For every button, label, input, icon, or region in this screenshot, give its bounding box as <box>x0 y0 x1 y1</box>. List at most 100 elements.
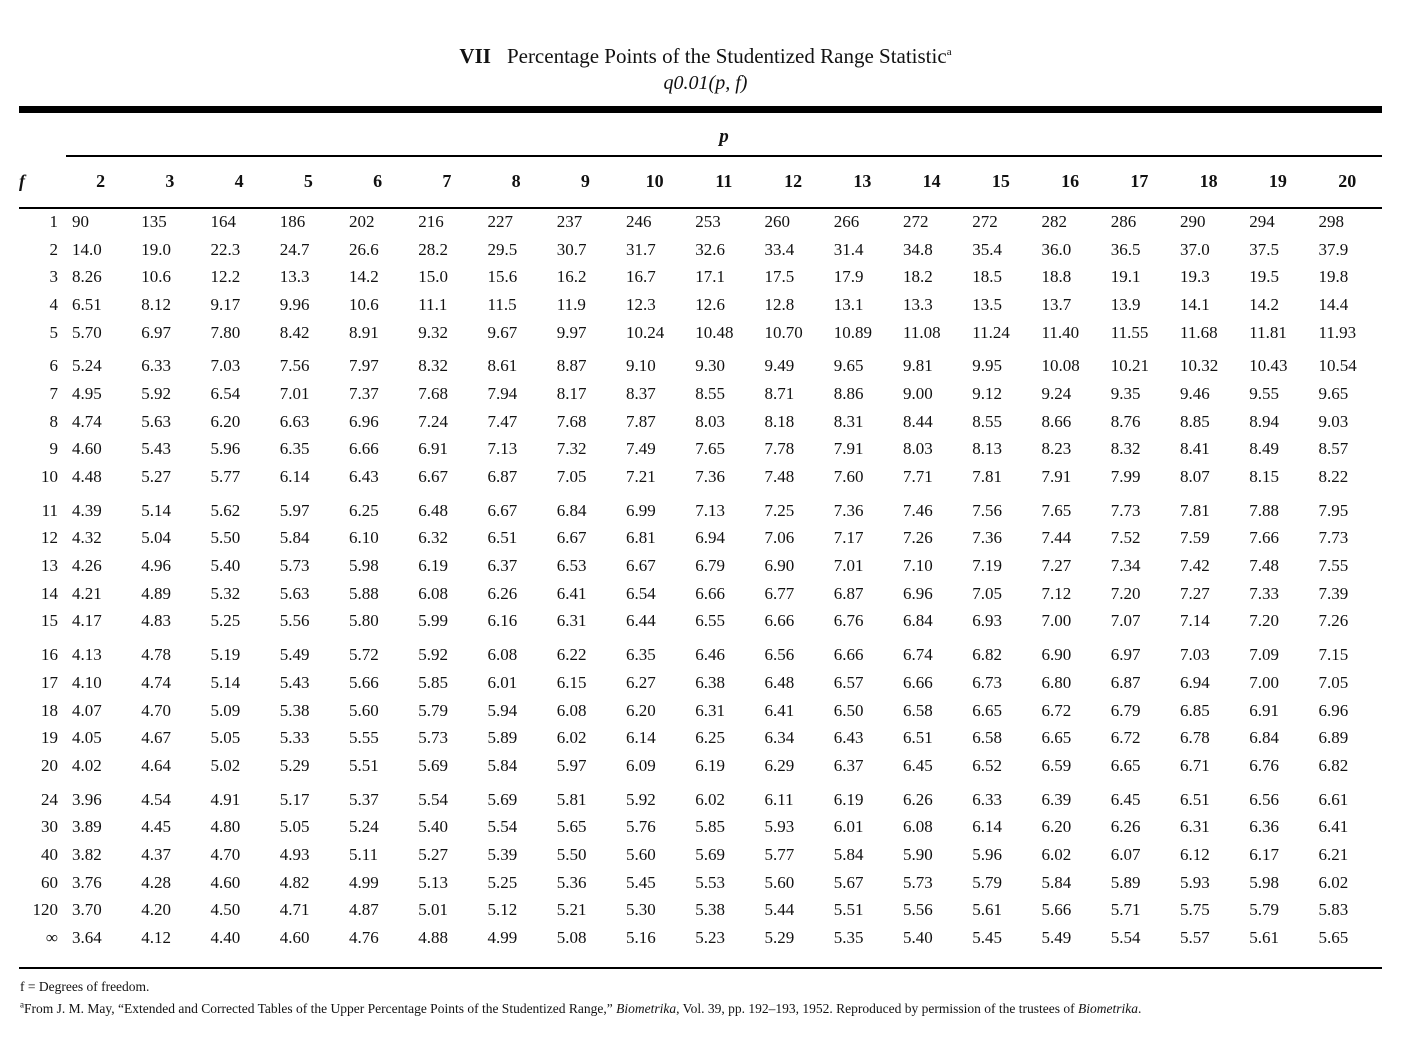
table-cell: 5.14 <box>210 672 241 692</box>
table-cell: 5.65 <box>556 817 587 837</box>
table-cell: 19.1 <box>1110 267 1141 287</box>
table-cell: 6.97 <box>1110 645 1141 665</box>
table-cell: 15.0 <box>418 267 448 287</box>
table-cell: 6.54 <box>626 583 656 603</box>
table-cell: 16.7 <box>626 267 656 287</box>
table-cell: 7.33 <box>1249 583 1279 603</box>
table-cell: 6.91 <box>418 439 448 459</box>
table-cell: 3.96 <box>72 789 102 809</box>
table-cell: 5.81 <box>556 789 587 809</box>
table-cell: 4.82 <box>279 872 310 892</box>
table-cell: 5.54 <box>418 789 448 809</box>
table-cell: 5.71 <box>1110 900 1141 920</box>
table-cell: 6.51 <box>1180 789 1210 809</box>
table-cell: 6.26 <box>1110 817 1141 837</box>
table-cell: 5.79 <box>972 872 1002 892</box>
table-cell: 5.79 <box>418 700 448 720</box>
table-cell: 4.40 <box>210 928 241 948</box>
table-cell: 7.20 <box>1249 611 1279 631</box>
table-cell: 7.24 <box>418 411 448 431</box>
table-cell: 6.84 <box>903 611 933 631</box>
row-f-value: ∞ <box>45 928 58 948</box>
table-cell: 3.89 <box>72 817 102 837</box>
table-cell: 186 <box>279 211 306 231</box>
table-cell: 5.92 <box>418 645 448 665</box>
table-cell: 6.11 <box>764 789 794 809</box>
table-row: 24 3.96 4.54 4.91 5.17 5.37 5.54 5.69 5.81 5.92 6.… <box>19 780 1382 814</box>
table-cell: 4.07 <box>72 700 102 720</box>
table-cell: 9.10 <box>626 356 656 376</box>
table-row: 11 4.39 5.14 5.62 5.97 6.25 6.48 6.67 6.84 6.99 7.… <box>19 491 1382 525</box>
table-cell: 6.35 <box>279 439 310 459</box>
table-cell: 9.46 <box>1180 383 1210 403</box>
table-cell: 7.66 <box>1249 528 1279 548</box>
table-cell: 7.88 <box>1249 500 1279 520</box>
table-cell: 6.38 <box>695 672 725 692</box>
table-cell: 272 <box>972 211 998 231</box>
table-cell: 11.08 <box>903 322 941 342</box>
table-cell: 8.66 <box>1041 411 1072 431</box>
table-cell: 5.56 <box>903 900 933 920</box>
table-cell: 6.65 <box>972 700 1002 720</box>
table-cell: 7.87 <box>626 411 656 431</box>
table-cell: 7.27 <box>1041 556 1072 576</box>
table-cell: 5.32 <box>210 583 241 603</box>
table-cell: 5.55 <box>349 728 379 748</box>
table-cell: 5.49 <box>1041 928 1072 948</box>
table-cell: 4.96 <box>141 556 171 576</box>
source-journal: Biometrika <box>616 1001 677 1016</box>
table-cell: 37.9 <box>1318 239 1349 259</box>
table-cell: 18.8 <box>1041 267 1072 287</box>
row-f-value: 7 <box>49 383 59 403</box>
title-footnote-mark: a <box>946 46 952 58</box>
table-cell: 6.37 <box>487 556 518 576</box>
table-cell: 11.93 <box>1318 322 1357 342</box>
table-cell: 5.29 <box>279 755 310 775</box>
table-cell: 5.76 <box>626 817 656 837</box>
table-cell: 5.89 <box>487 728 518 748</box>
table-cell: 4.45 <box>141 817 171 837</box>
table-cell: 5.70 <box>72 322 102 342</box>
table-cell: 11.81 <box>1249 322 1287 342</box>
table-cell: 7.78 <box>764 439 795 459</box>
table-cell: 5.23 <box>695 928 725 948</box>
table-cell: 8.41 <box>1180 439 1210 459</box>
table-cell: 31.7 <box>626 239 656 259</box>
table-cell: 5.19 <box>210 645 241 665</box>
table-cell: 11.55 <box>1110 322 1149 342</box>
table-cell: 6.67 <box>556 528 587 548</box>
table-cell: 30.7 <box>556 239 587 259</box>
table-cell: 14.4 <box>1318 294 1349 314</box>
table-cell: 31.4 <box>833 239 864 259</box>
table-cell: 7.25 <box>764 500 795 520</box>
table-cell: 5.24 <box>349 817 379 837</box>
table-cell: 6.02 <box>695 789 725 809</box>
table-cell: 6.66 <box>695 583 725 603</box>
table-cell: 6.46 <box>695 645 725 665</box>
table-cell: 10.43 <box>1249 356 1288 376</box>
f-label: f <box>19 170 25 191</box>
table-cell: 4.48 <box>72 467 102 487</box>
table-cell: 8.85 <box>1180 411 1210 431</box>
table-cell: 164 <box>210 211 237 231</box>
table-cell: 6.36 <box>1249 817 1279 837</box>
table-cell: 36.0 <box>1041 239 1072 259</box>
table-cell: 7.13 <box>487 439 518 459</box>
table-cell: 9.95 <box>972 356 1002 376</box>
table-cell: 4.28 <box>141 872 171 892</box>
table-cell: 4.71 <box>279 900 310 920</box>
table-cell: 8.22 <box>1318 467 1349 487</box>
table-cell: 5.53 <box>695 872 725 892</box>
column-header-p: 16 <box>1061 170 1080 191</box>
table-cell: 6.12 <box>1180 844 1210 864</box>
table-cell: 11.1 <box>418 294 448 314</box>
table-cell: 7.20 <box>1110 583 1141 603</box>
table-cell: 253 <box>695 211 721 231</box>
table-cell: 10.21 <box>1110 356 1149 376</box>
table-cell: 7.91 <box>833 439 864 459</box>
table-cell: 7.65 <box>1041 500 1072 520</box>
table-row: 13 4.26 4.96 5.40 5.73 5.98 6.19 6.37 6.53 6.67 6.… <box>19 552 1382 580</box>
table-cell: 6.45 <box>1110 789 1141 809</box>
table-cell: 6.31 <box>556 611 587 631</box>
table-cell: 6.57 <box>833 672 864 692</box>
